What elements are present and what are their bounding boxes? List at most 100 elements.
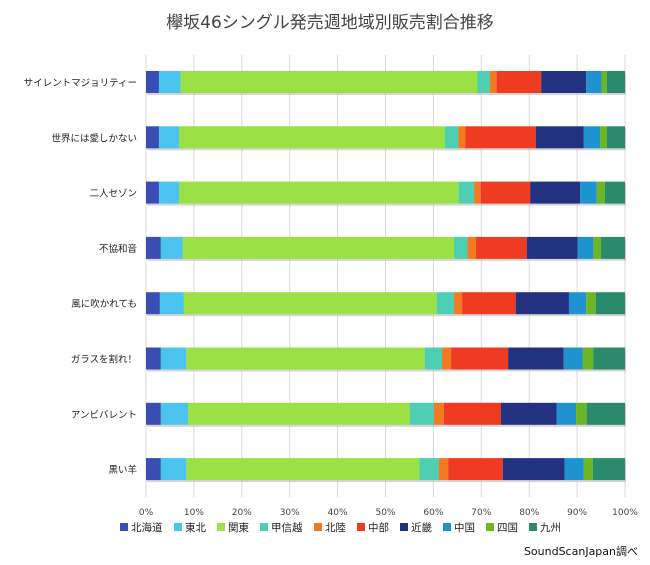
- x-tick-label: 30%: [280, 508, 300, 518]
- bar-segment: [535, 126, 584, 149]
- x-tick-label: 50%: [375, 508, 395, 518]
- category-label: 黒い羊: [108, 464, 137, 476]
- legend-label: 東北: [185, 521, 206, 534]
- bar-segment: [489, 71, 497, 93]
- source-credit: SoundScanJapan調べ: [523, 545, 638, 558]
- x-tick-label: 10%: [184, 508, 204, 518]
- legend-swatch: [217, 523, 225, 531]
- legend-swatch: [120, 523, 128, 531]
- x-tick-label: 80%: [519, 508, 539, 518]
- bar-segment: [515, 292, 569, 315]
- x-tick-label: 0%: [139, 508, 154, 518]
- bar-segment: [451, 347, 509, 370]
- x-tick-label: 20%: [232, 508, 252, 518]
- bar-segment: [601, 71, 607, 93]
- bar-segment: [160, 236, 183, 259]
- bar-segment: [541, 71, 587, 93]
- chart-title: 欅坂46シングル発売週地域別販売割合推移: [166, 13, 494, 33]
- category-label: 世界には愛しかない: [51, 132, 137, 144]
- legend-swatch: [260, 523, 268, 531]
- bar-segment: [188, 402, 410, 425]
- bar-segment: [424, 347, 443, 370]
- bar-segment: [453, 236, 468, 259]
- bar-segment: [436, 292, 454, 315]
- bar-segment: [563, 347, 583, 370]
- category-label: 不協和音: [99, 243, 137, 255]
- bar-segment: [577, 236, 594, 259]
- bar-segment: [409, 402, 434, 425]
- bar-segment: [182, 236, 454, 259]
- bar-segment: [186, 458, 420, 481]
- x-tick-label: 90%: [567, 508, 587, 518]
- bar-segment: [158, 71, 181, 93]
- bar-segment: [146, 402, 161, 425]
- x-tick-label: 70%: [471, 508, 491, 518]
- bar-segment: [160, 458, 187, 481]
- bar-segment: [568, 292, 587, 315]
- category-label: ガラスを割れ！: [71, 354, 137, 366]
- bar-segment: [442, 347, 452, 370]
- x-tick-label: 60%: [423, 508, 443, 518]
- bar-segment: [146, 71, 159, 93]
- bar-segment: [183, 292, 437, 315]
- bar-segment: [582, 347, 594, 370]
- bar-segment: [433, 402, 444, 425]
- bar-segment: [160, 347, 187, 370]
- legend-swatch: [443, 523, 451, 531]
- legend-swatch: [400, 523, 408, 531]
- bar-segment: [600, 126, 607, 149]
- bar-segment: [596, 181, 605, 204]
- legend-label: 中部: [368, 521, 389, 534]
- bar-segment: [180, 71, 478, 93]
- bar-segment: [508, 347, 564, 370]
- bar-segment: [467, 236, 477, 259]
- bar-segment: [462, 292, 516, 315]
- bar-segment: [465, 126, 536, 149]
- bar-segment: [593, 347, 625, 370]
- bar-segment: [458, 181, 475, 204]
- bar-segment: [606, 71, 625, 93]
- bar-segment: [453, 292, 463, 315]
- bar-segment: [476, 236, 527, 259]
- bar-segment: [146, 236, 161, 259]
- legend-swatch: [357, 523, 365, 531]
- bar-segment: [458, 126, 466, 149]
- x-tick-label: 40%: [328, 508, 348, 518]
- bar-segment: [146, 126, 159, 149]
- bar-segment: [186, 347, 425, 370]
- legend-label: 九州: [540, 522, 561, 534]
- bar-segment: [146, 181, 159, 204]
- category-label: 二人セゾン: [89, 189, 137, 200]
- legend-label: 北海道: [131, 521, 163, 534]
- bar-segment: [443, 402, 501, 425]
- legend-label: 近畿: [411, 521, 432, 534]
- bar-segment: [179, 126, 445, 149]
- bar-segment: [160, 402, 189, 425]
- bar-segment: [448, 458, 503, 481]
- bar-segment: [586, 402, 625, 425]
- bar-segment: [474, 181, 481, 204]
- legend-swatch: [529, 523, 537, 531]
- bar-segment: [500, 402, 557, 425]
- bar-segment: [606, 126, 625, 149]
- bar-segment: [159, 292, 184, 315]
- bar-segment: [601, 236, 625, 259]
- bar-segment: [419, 458, 439, 481]
- bar-segment: [444, 126, 459, 149]
- bar-segment: [146, 458, 161, 481]
- bar-segment: [158, 181, 180, 204]
- bar-segment: [604, 181, 625, 204]
- bar-segment: [583, 126, 601, 149]
- bar-segment: [586, 292, 596, 315]
- bar-segment: [595, 292, 625, 315]
- bar-segment: [146, 292, 160, 315]
- legend-swatch: [314, 523, 322, 531]
- bar-segment: [576, 402, 587, 425]
- bar-segment: [586, 71, 602, 93]
- bar-segment: [530, 181, 580, 204]
- x-tick-label: 100%: [612, 508, 638, 518]
- bar-segment: [179, 181, 459, 204]
- bar-segment: [146, 347, 161, 370]
